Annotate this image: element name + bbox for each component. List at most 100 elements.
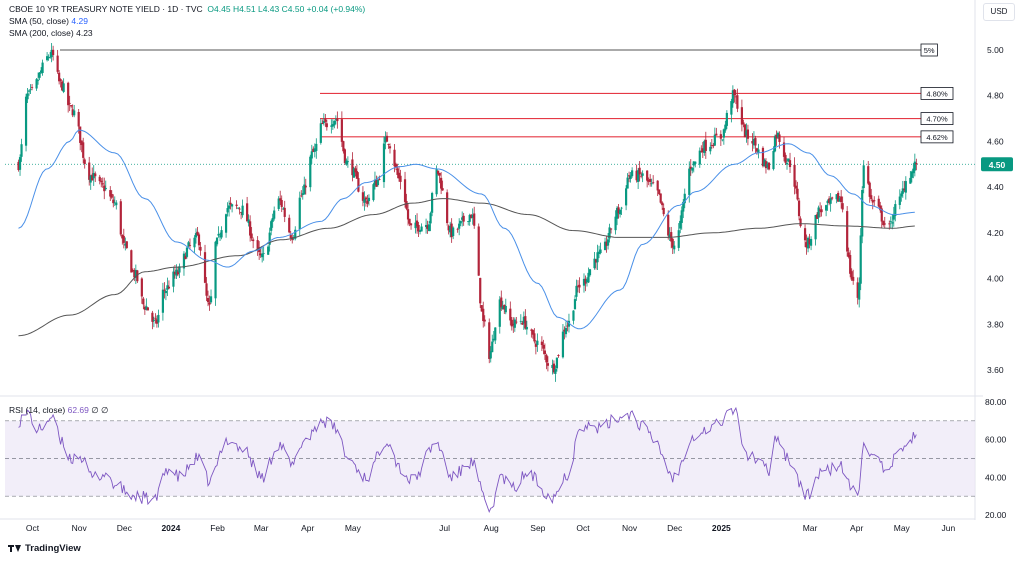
candle-body [847, 252, 850, 257]
candle-body [617, 207, 620, 214]
candle-body [35, 79, 38, 89]
candle-body [399, 175, 402, 182]
candle-body [641, 173, 644, 176]
candle-body [261, 253, 264, 258]
candle-body [721, 139, 724, 141]
candle-body [462, 215, 465, 222]
candle-body [752, 138, 756, 146]
candle-body [894, 204, 897, 217]
candle-body [92, 173, 95, 179]
symbol-title: CBOE 10 YR TREASURY NOTE YIELD · 1D · TV… [9, 4, 203, 14]
candle-body [564, 327, 568, 335]
candle-body [778, 134, 781, 142]
candle-body [229, 202, 232, 205]
candle-body [543, 350, 546, 355]
candle-body [555, 357, 559, 369]
candle-body [163, 289, 166, 291]
candle-body [552, 363, 556, 373]
candle-body [688, 168, 691, 195]
candle-body [227, 205, 231, 209]
candle-body [256, 240, 259, 249]
candle-body [767, 162, 771, 170]
candle-body [355, 171, 359, 179]
candle-body [578, 284, 581, 288]
candle-body [576, 285, 580, 287]
candle-body [424, 224, 428, 228]
candle-body [345, 160, 348, 165]
candle-body [322, 121, 325, 124]
rsi-extra: ∅ ∅ [91, 405, 109, 415]
candle-body [488, 322, 491, 359]
candle-body [477, 226, 480, 276]
candle-body [331, 124, 334, 127]
candle-body [321, 122, 324, 124]
candle-body [187, 242, 190, 247]
candle-body [247, 219, 250, 224]
candle-body [185, 247, 189, 257]
candle-body [480, 305, 483, 312]
candle-body [588, 269, 592, 276]
candle-body [298, 197, 301, 230]
rsi-legend[interactable]: RSI (14, close) 62.69 ∅ ∅ [9, 405, 108, 416]
candle-body [294, 229, 297, 239]
candle-body [796, 188, 799, 200]
candle-body [635, 170, 638, 181]
candle-body [799, 218, 802, 227]
sma200-legend[interactable]: SMA (200, close) 4.23 [9, 28, 93, 39]
candle-body [692, 161, 695, 166]
candle-body [376, 179, 380, 185]
candle-body [483, 319, 486, 322]
candle-body [689, 166, 692, 169]
candle-body [862, 165, 865, 189]
candle-body [521, 322, 524, 325]
candle-body [561, 331, 565, 358]
candle-body [112, 199, 115, 204]
sma50-legend[interactable]: SMA (50, close) 4.29 [9, 16, 88, 27]
candle-body [606, 239, 610, 246]
candle-body [534, 343, 537, 347]
candle-body [467, 221, 470, 222]
time-tick-label: Apr [301, 523, 314, 533]
candle-body [155, 319, 158, 324]
time-tick-label: Sep [530, 523, 545, 533]
price-tick-label: 4.80 [987, 91, 1004, 101]
candle-body [637, 170, 640, 182]
candle-body [736, 95, 739, 109]
candle-body [540, 341, 543, 346]
currency-button[interactable]: USD [983, 3, 1015, 21]
candle-body [270, 221, 273, 231]
candle-body [482, 308, 485, 322]
candle-body [751, 140, 754, 144]
candle-body [89, 175, 92, 183]
candle-body [694, 161, 697, 164]
candle-body [157, 314, 160, 323]
candle-body [877, 198, 880, 207]
candle-body [879, 205, 882, 211]
candle-body [220, 230, 223, 238]
candle-body [793, 164, 796, 187]
candle-body [761, 147, 765, 167]
candle-body [447, 225, 450, 231]
candle-body [835, 194, 838, 200]
candle-body [888, 223, 891, 225]
candle-body [797, 200, 801, 217]
candle-body [709, 146, 712, 152]
candle-body [79, 126, 82, 143]
candle-body [743, 124, 747, 138]
candle-body [441, 188, 444, 191]
candle-body [713, 134, 716, 146]
candle-body [259, 253, 262, 256]
candle-body [883, 223, 886, 225]
time-tick-label: Jul [439, 523, 450, 533]
candle-body [268, 232, 271, 245]
candle-body [109, 190, 112, 197]
candle-body [656, 180, 659, 191]
candle-body [892, 213, 895, 220]
price-tick-label: 4.60 [987, 136, 1004, 146]
tradingview-brand[interactable]: TradingView [8, 543, 81, 554]
ohlc-readout: O4.45 H4.51 L4.43 C4.50 +0.04 (+0.94%) [207, 4, 366, 14]
candle-body [510, 319, 513, 327]
candle-body [620, 207, 623, 209]
